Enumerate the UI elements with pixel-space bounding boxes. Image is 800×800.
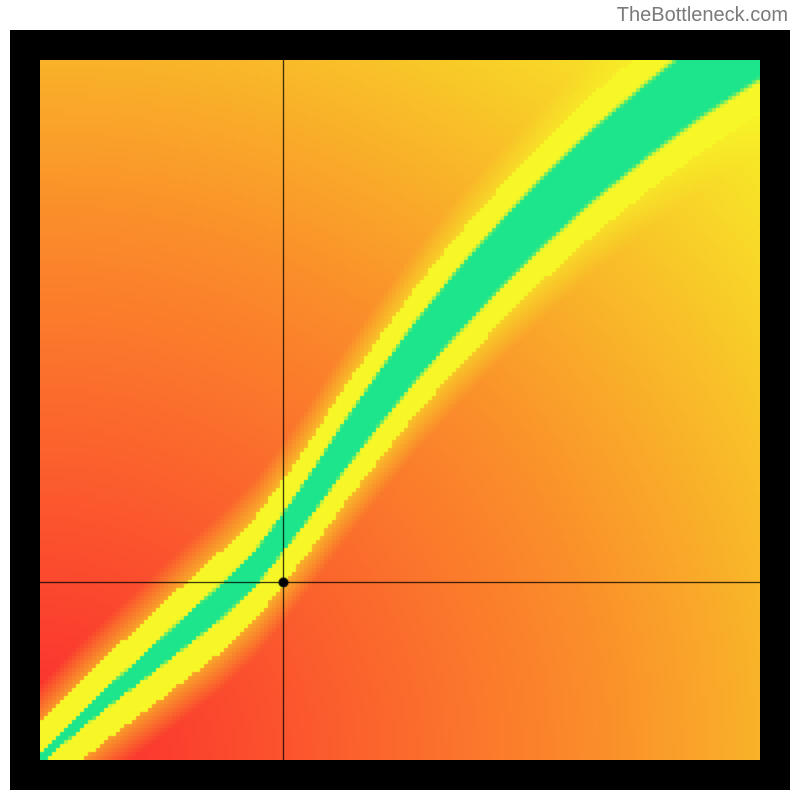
chart-container: TheBottleneck.com <box>0 0 800 800</box>
attribution-text: TheBottleneck.com <box>617 4 788 27</box>
bottleneck-heatmap <box>40 60 760 760</box>
